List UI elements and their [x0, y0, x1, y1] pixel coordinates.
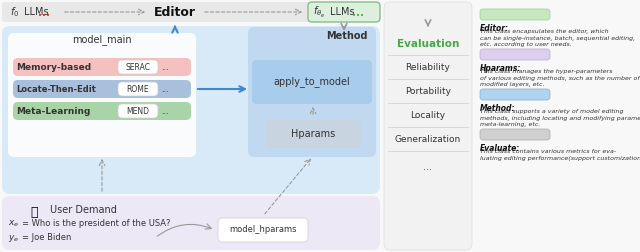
- Text: model_main: model_main: [72, 35, 132, 45]
- Text: Locality: Locality: [410, 110, 445, 119]
- FancyBboxPatch shape: [13, 102, 191, 120]
- Text: ...: ...: [161, 84, 169, 93]
- Text: $x_e$: $x_e$: [8, 219, 19, 229]
- FancyBboxPatch shape: [265, 120, 361, 148]
- Text: •••: •••: [352, 13, 364, 19]
- FancyBboxPatch shape: [118, 104, 158, 118]
- FancyBboxPatch shape: [218, 218, 308, 242]
- Text: = Joe Biden: = Joe Biden: [22, 234, 72, 242]
- Text: Evaluate:: Evaluate:: [480, 144, 520, 153]
- FancyBboxPatch shape: [384, 2, 472, 250]
- Text: 🧑: 🧑: [30, 205, 38, 218]
- FancyBboxPatch shape: [2, 2, 380, 22]
- Text: apply_to_model: apply_to_model: [274, 77, 350, 87]
- Text: SERAC: SERAC: [125, 62, 150, 72]
- FancyBboxPatch shape: [480, 89, 550, 100]
- Text: Locate-Then-Edit: Locate-Then-Edit: [16, 84, 96, 93]
- Text: ROME: ROME: [127, 84, 149, 93]
- Text: User Demand: User Demand: [50, 205, 117, 215]
- Text: LLMs: LLMs: [330, 7, 355, 17]
- Text: Method:: Method:: [480, 104, 515, 113]
- Text: Evaluation: Evaluation: [397, 39, 459, 49]
- Text: model_hparams: model_hparams: [229, 226, 297, 235]
- FancyBboxPatch shape: [8, 33, 196, 157]
- FancyBboxPatch shape: [480, 9, 550, 20]
- Text: This class contains various metrics for eva-
luating editing performance(support: This class contains various metrics for …: [480, 149, 640, 161]
- Text: Editor:: Editor:: [480, 24, 509, 33]
- Text: This class supports a variety of model editing
methods, including locating and m: This class supports a variety of model e…: [480, 109, 640, 127]
- FancyBboxPatch shape: [13, 80, 191, 98]
- Text: Reliability: Reliability: [406, 62, 451, 72]
- Text: This class manages the hyper-parameters
of various editing methods, such as the : This class manages the hyper-parameters …: [480, 69, 639, 87]
- Text: $y_e$: $y_e$: [8, 233, 19, 243]
- Text: MEND: MEND: [127, 107, 150, 115]
- Text: $f_0$: $f_0$: [10, 5, 19, 19]
- Text: Portability: Portability: [405, 86, 451, 96]
- Text: Hparams: Hparams: [291, 129, 335, 139]
- Text: •••: •••: [38, 13, 50, 19]
- FancyBboxPatch shape: [248, 27, 376, 157]
- Text: $f_{\theta_e}$: $f_{\theta_e}$: [313, 5, 325, 20]
- Text: This class encapsulates the editor, which
can be single-instance, batch, sequent: This class encapsulates the editor, whic…: [480, 29, 635, 47]
- Text: Meta-Learning: Meta-Learning: [16, 107, 90, 115]
- FancyBboxPatch shape: [480, 49, 550, 60]
- FancyBboxPatch shape: [118, 60, 158, 74]
- Text: LLMs: LLMs: [24, 7, 49, 17]
- Text: ...: ...: [161, 107, 169, 115]
- Text: Hparams:: Hparams:: [480, 64, 522, 73]
- FancyBboxPatch shape: [118, 82, 158, 96]
- FancyBboxPatch shape: [308, 2, 380, 22]
- FancyBboxPatch shape: [2, 26, 380, 194]
- Text: = Who is the president of the USA?: = Who is the president of the USA?: [22, 219, 170, 229]
- FancyBboxPatch shape: [2, 196, 380, 250]
- FancyBboxPatch shape: [480, 129, 550, 140]
- Text: Generalization: Generalization: [395, 135, 461, 143]
- Text: ...: ...: [161, 62, 169, 72]
- Text: Editor: Editor: [154, 6, 196, 18]
- FancyBboxPatch shape: [13, 58, 191, 76]
- FancyBboxPatch shape: [252, 60, 372, 104]
- Text: Method: Method: [326, 31, 368, 41]
- Text: ...: ...: [424, 162, 433, 172]
- Text: Memory-based: Memory-based: [16, 62, 91, 72]
